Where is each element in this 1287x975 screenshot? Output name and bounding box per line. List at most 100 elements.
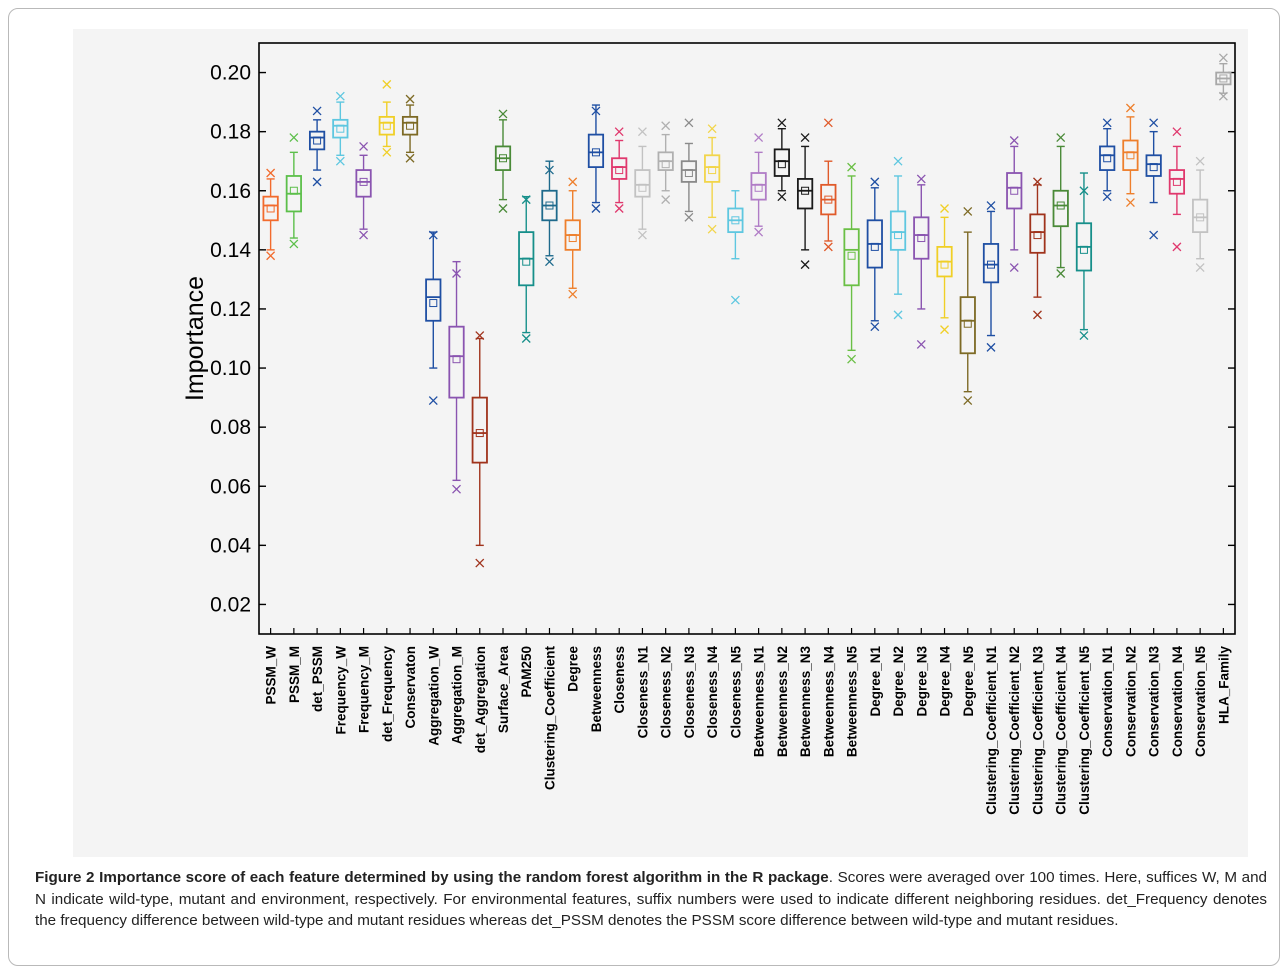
x-tick-label: Conservaton [403, 646, 418, 729]
y-axis-label: Importance [181, 276, 209, 401]
box-iqr [1029, 213, 1046, 254]
x-tick-label: PAM250 [519, 646, 534, 698]
box-outlier-marker [940, 204, 949, 213]
box-outlier-marker [637, 127, 647, 137]
box-outlier-marker [568, 289, 578, 299]
box-outlier-marker [707, 124, 717, 134]
box-outlier-marker [475, 331, 485, 341]
box-outlier-marker [1172, 127, 1182, 137]
box-mean-marker [499, 154, 507, 163]
box-outlier-marker [1195, 263, 1205, 273]
box-mean-marker [545, 201, 554, 210]
box-iqr [471, 396, 488, 464]
box-outlier-marker [1079, 331, 1089, 341]
box-iqr [796, 178, 814, 210]
x-tick-label: Surface_Area [496, 646, 511, 734]
box-outlier-marker [405, 153, 415, 163]
box-outlier-marker [335, 156, 345, 166]
box-iqr [448, 325, 465, 399]
box-mean-marker [661, 160, 670, 169]
box-iqr [308, 130, 326, 151]
box-mean-marker [987, 260, 995, 269]
y-tick-label: 0.06 [210, 475, 251, 498]
box-outlier-marker [312, 106, 322, 116]
box-mean-marker [615, 166, 624, 175]
box-mean-marker [359, 177, 368, 186]
y-tick-label: 0.20 [210, 62, 251, 85]
box-outlier-marker [893, 156, 903, 166]
box-outlier-marker [1125, 103, 1135, 113]
box-outlier-marker [800, 260, 810, 270]
box-outlier-marker [1149, 230, 1159, 240]
box-outlier-marker [1079, 186, 1089, 196]
box-mean-marker [1219, 74, 1228, 83]
x-tick-label: Clustering_Coefficient [542, 646, 557, 791]
x-tick-label: Clustering_Coefficient_N1 [984, 646, 999, 815]
box-mean-marker [963, 319, 972, 328]
box-outlier-marker [916, 174, 926, 184]
box-mean-marker [708, 166, 717, 175]
box-iqr [587, 133, 605, 169]
box-outlier-marker [1149, 118, 1159, 128]
box-iqr [1192, 198, 1209, 234]
box-mean-marker [1103, 154, 1112, 163]
box-iqr [1099, 145, 1116, 171]
box-mean-marker [429, 299, 438, 308]
x-tick-label: Clustering_Coefficient_N2 [1007, 646, 1022, 815]
x-tick-label: Conservation_N2 [1123, 646, 1138, 757]
box-mean-marker [684, 169, 693, 178]
box-mean-marker [777, 160, 786, 169]
box-outlier-marker [1218, 91, 1228, 101]
x-tick-label: det_Frequency [380, 646, 395, 743]
box-mean-marker [917, 234, 926, 243]
x-tick-label: Degree_N4 [938, 646, 953, 717]
box-iqr [1168, 169, 1186, 195]
box-mean-marker [1033, 231, 1042, 240]
x-tick-label: Clustering_Coefficient_N3 [1030, 646, 1045, 815]
box-mean-marker [336, 124, 345, 133]
box-outlier-marker [1056, 269, 1066, 278]
box-iqr [680, 160, 698, 183]
box-mean-marker [591, 148, 600, 157]
box-iqr [262, 195, 279, 222]
box-outlier-marker [452, 484, 461, 494]
figure-frame: 0.02 0.04 0.06 0.08 0.10 0.12 0.14 0.16 0.18 0.20… [8, 8, 1280, 966]
box-outlier-marker [893, 310, 903, 320]
box-outlier-marker [498, 109, 508, 119]
box-outlier-marker [475, 558, 485, 568]
box-mean-marker [289, 186, 298, 195]
x-tick-label: Betweenness_N1 [752, 646, 767, 758]
y-tick-label: 0.08 [210, 416, 251, 439]
x-tick-label: Closeness_N4 [705, 646, 720, 739]
x-tick-label: Closeness_N3 [682, 646, 697, 739]
box-outlier-marker [1009, 263, 1019, 273]
caption-label: Figure 2 [35, 869, 95, 886]
box-iqr [332, 118, 349, 139]
box-outlier-marker [1033, 177, 1042, 187]
x-tick-label: det_PSSM [310, 646, 325, 712]
x-tick-label: Degree_N3 [914, 646, 929, 717]
box-outlier-marker [1102, 118, 1112, 128]
x-tick-label: Betweenness [589, 646, 604, 732]
x-tick-label: det_Aggregation [473, 646, 488, 753]
box-outlier-marker [382, 147, 392, 157]
box-mean-marker [801, 186, 810, 195]
y-tick-label: 0.02 [210, 593, 251, 616]
box-outlier-marker [335, 91, 345, 101]
box-mean-marker [1149, 163, 1158, 172]
box-outlier-marker [359, 230, 369, 240]
box-outlier-marker [963, 206, 973, 216]
box-outlier-marker [289, 133, 299, 143]
boxplot-chart: 0.02 0.04 0.06 0.08 0.10 0.12 0.14 0.16 0.18 0.20… [181, 42, 1236, 815]
box-iqr [704, 154, 721, 183]
box-outlier-marker [870, 322, 880, 332]
box-outlier-marker [545, 257, 554, 267]
box-outlier-marker [800, 133, 810, 143]
box-outlier-marker [870, 177, 880, 187]
box-mean-marker [1172, 177, 1181, 186]
x-tick-label: Closeness_N2 [659, 646, 674, 738]
x-tick-label: Clustering_Coefficient_N4 [1054, 646, 1069, 815]
box-outlier-marker [730, 295, 740, 305]
box-outlier-marker [359, 141, 369, 151]
box-outlier-marker [1125, 198, 1135, 208]
